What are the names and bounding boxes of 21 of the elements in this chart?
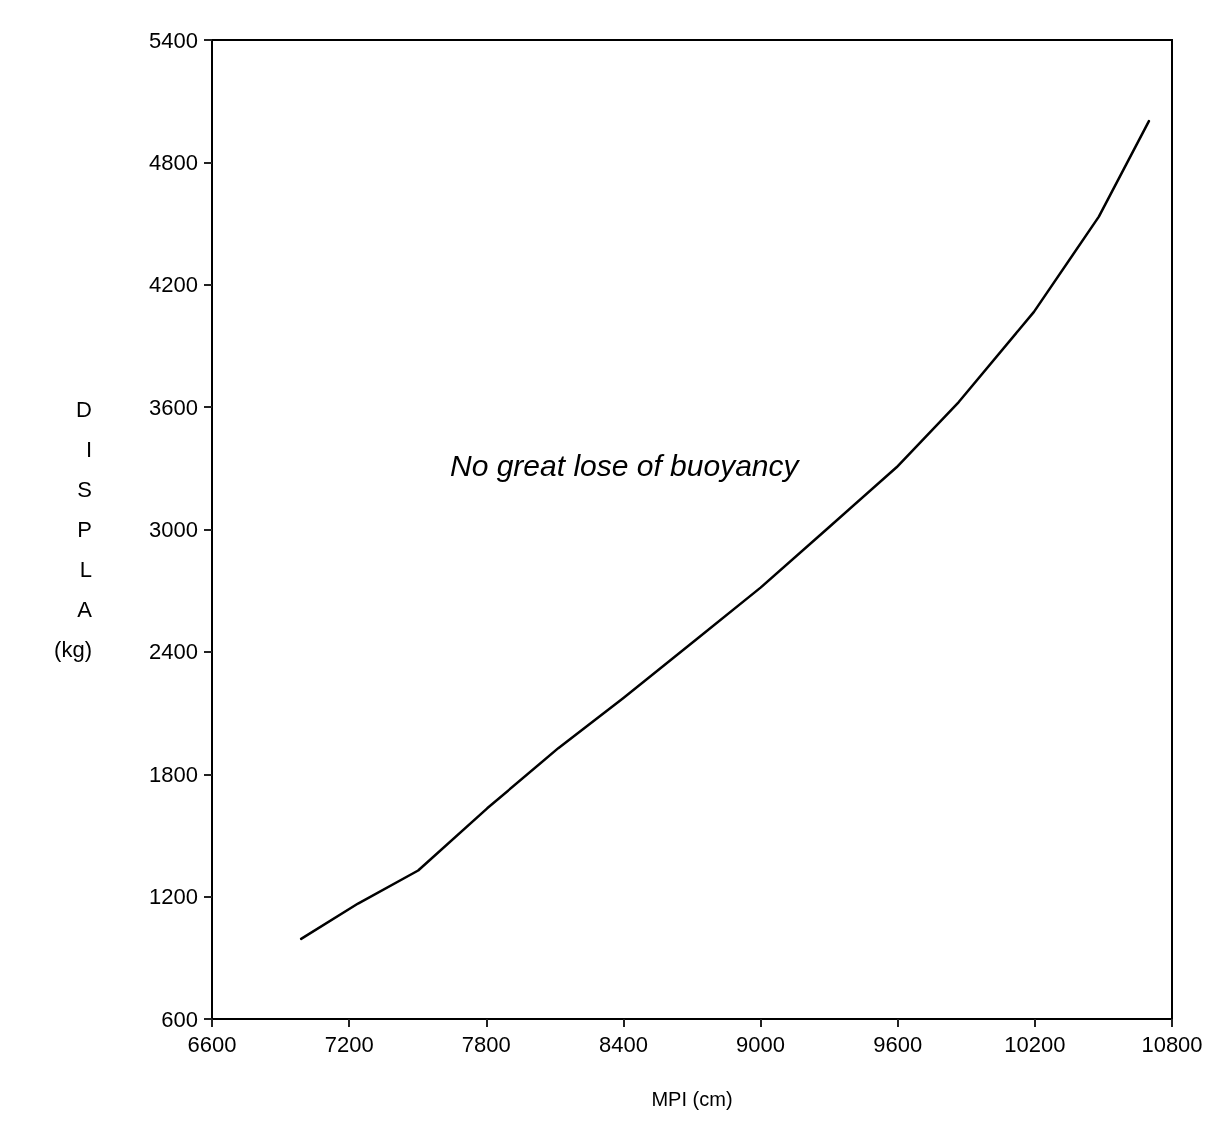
y-tick-label: 1800 [149, 761, 198, 787]
y-tick-label: 600 [161, 1006, 198, 1032]
x-tick-label: 6600 [187, 1031, 237, 1057]
x-tick-label: 10800 [1141, 1031, 1203, 1057]
x-tick-label: 8400 [598, 1031, 648, 1057]
y-tick-label: 5400 [149, 27, 198, 53]
x-tick-label: 7200 [324, 1031, 374, 1057]
annotation: No great lose of buoyancy [450, 448, 801, 482]
y-tick-label: 4800 [149, 149, 198, 175]
y-tick-label: 4200 [149, 272, 198, 298]
y-axis-title: DISPLA (kg) [54, 397, 93, 662]
y-tick-label: 2400 [149, 639, 198, 665]
line-series [299, 119, 1151, 941]
x-tick-label: 7800 [461, 1031, 511, 1057]
x-axis-title: MPI (cm) [651, 1088, 733, 1110]
y-tick-label: 3600 [149, 394, 198, 420]
y-tick-label: 1200 [149, 884, 198, 910]
x-tick-label: 10200 [1004, 1031, 1066, 1057]
x-tick-label: 9600 [873, 1031, 923, 1057]
y-tick-label: 3000 [149, 517, 198, 542]
x-tick-label: 9000 [736, 1031, 786, 1057]
